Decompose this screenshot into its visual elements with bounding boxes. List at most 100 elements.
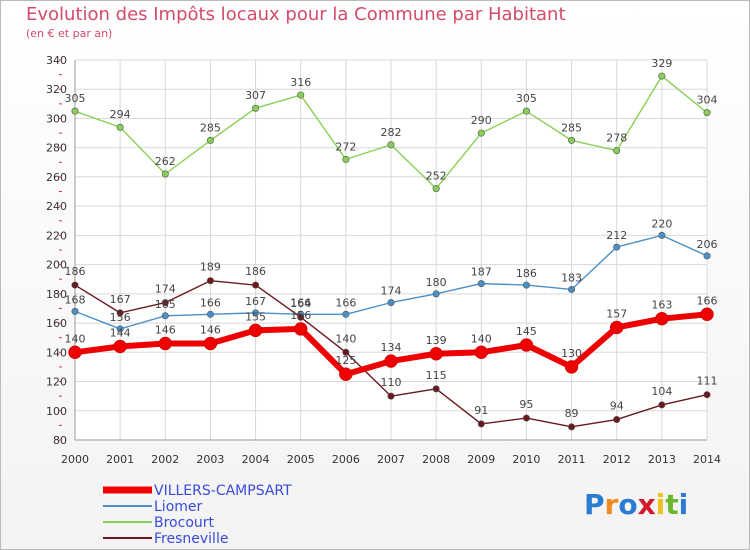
data-label: 139 [426,334,447,347]
data-point [700,307,714,322]
data-label: 146 [200,324,221,337]
data-point [658,231,666,239]
data-label: 166 [335,296,356,309]
data-label: 156 [110,311,131,324]
data-label: 252 [426,170,447,183]
x-tick-label: 2009 [467,453,495,466]
data-point [432,290,440,298]
data-point [71,307,79,315]
data-label: 167 [110,293,131,306]
data-label: 134 [381,341,402,354]
y-tick-label: 240 [46,200,67,213]
data-label: 285 [561,121,582,134]
x-tick-label: 2005 [287,453,315,466]
x-tick-label: 2004 [242,453,270,466]
y-tick-label: 320 [46,83,67,96]
data-point [384,354,398,368]
data-point [477,280,485,288]
y-tick-label: 180 [46,288,67,301]
data-label: 290 [471,114,492,127]
data-label: 140 [471,332,492,345]
data-label: 168 [65,293,86,306]
data-point [477,129,485,137]
legend-label: VILLERS-CAMPSART [154,483,292,499]
data-point [71,107,79,115]
data-point [342,155,350,163]
legend-label: Liomer [154,499,203,515]
data-label: 272 [335,140,356,153]
data-point [113,339,127,354]
data-label: 187 [471,266,492,279]
data-point [387,141,395,149]
data-label: 166 [200,296,221,309]
x-tick-label: 2006 [332,453,360,466]
data-point [429,347,443,361]
data-point [297,313,305,321]
x-tick-label: 2013 [648,453,676,466]
y-tick-label: 120 [46,376,67,389]
data-point [477,420,485,428]
x-tick-label: 2011 [558,453,586,466]
data-label: 189 [200,261,221,274]
data-label: 305 [516,92,537,105]
data-point [116,309,124,317]
data-point [161,170,169,178]
x-tick-label: 2008 [422,453,450,466]
data-label: 212 [606,229,627,242]
data-label: 304 [697,94,718,107]
data-label: 144 [110,326,131,339]
data-point [252,281,260,289]
data-point [297,91,305,99]
data-label: 282 [381,126,402,139]
data-point [519,338,534,352]
data-point [703,252,711,260]
logo-letter: i [655,488,666,521]
data-label: 89 [565,407,579,420]
logo-letter: o [618,488,638,521]
data-point [116,325,124,333]
data-label: 145 [516,325,537,338]
data-point [342,348,350,356]
data-label: 294 [110,108,131,121]
y-tick-label: 160 [46,317,67,330]
data-point [613,147,621,155]
data-labels: 305 294 262 285 307 316 272 282 252 290 305 285 278 3… [65,57,718,420]
data-label: 155 [245,310,266,323]
logo-letter: r [604,488,619,521]
data-label: 110 [381,376,402,389]
x-tick-label: 2007 [377,453,405,466]
data-point [252,104,260,112]
data-label: 262 [155,155,176,168]
axes: 8010012014016018020022024026028030032034… [46,54,721,466]
legend-label: Fresneville [154,531,228,547]
chart-title: Evolution des Impôts locaux pour la Comm… [26,4,566,25]
y-tick-label: 140 [46,346,67,359]
data-point [293,322,308,336]
data-point [206,277,214,285]
data-point [116,123,124,131]
data-label: 166 [697,294,718,307]
data-label: 146 [155,324,176,337]
x-tick-label: 2003 [196,453,224,466]
data-label: 206 [697,238,718,251]
data-label: 130 [561,347,582,360]
data-point [387,392,395,400]
data-label: 329 [651,57,672,70]
logo-letter: x [637,488,656,521]
x-tick-label: 2012 [603,453,631,466]
data-label: 183 [561,271,582,284]
y-tick-label: 340 [46,54,67,67]
x-tick-label: 2010 [512,453,540,466]
data-point [474,345,489,360]
data-point [432,385,440,393]
data-point [158,336,173,351]
data-point [339,367,353,381]
x-tick-label: 2000 [61,453,89,466]
data-label: 174 [381,285,402,298]
data-point [248,323,263,338]
data-label: 104 [651,385,672,398]
data-point [609,320,624,335]
data-point [658,401,666,409]
data-label: 140 [335,332,356,345]
